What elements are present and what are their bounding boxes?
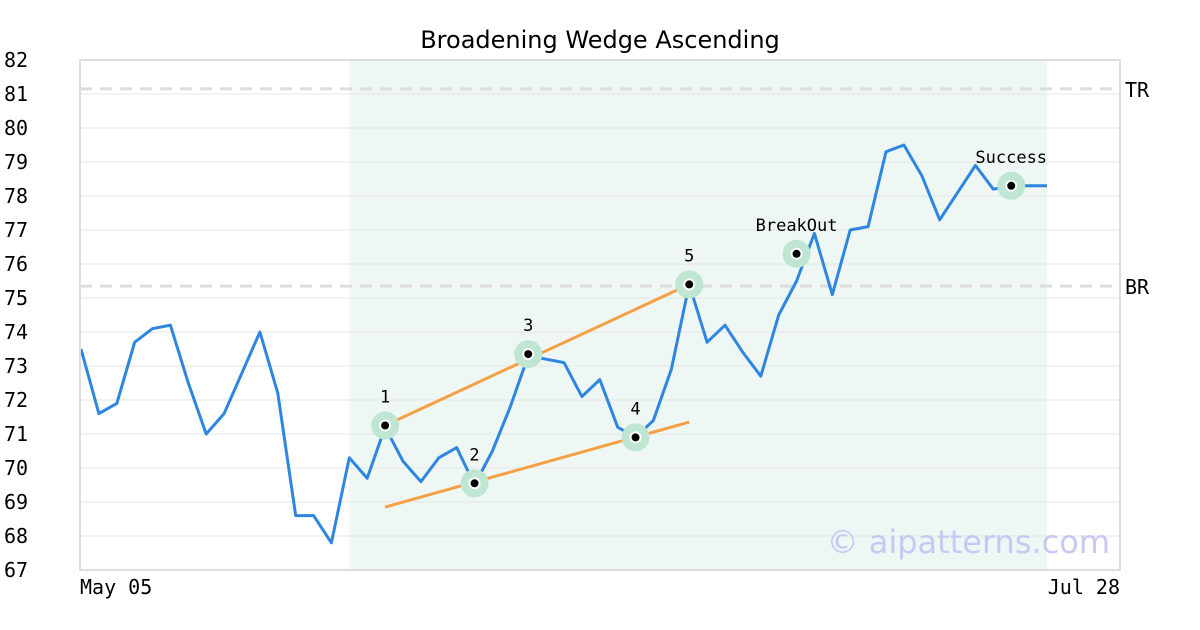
x-tick-label: May 05 (80, 575, 152, 599)
y-tick-label: 70 (4, 456, 28, 480)
plot-frame (79, 59, 1121, 571)
y-axis-ticks: 67 68 69 70 71 72 73 74 75 76 77 78 79 80 81 82 (4, 48, 28, 582)
y-tick-label: 73 (4, 354, 28, 378)
y-tick-label: 76 (4, 252, 28, 276)
y-tick-label: 81 (4, 82, 28, 106)
y-tick-label: 75 (4, 286, 28, 310)
point-dot (470, 479, 479, 488)
x-axis-ticks: May 05 Jul 28 (80, 575, 1120, 599)
point-dot (685, 280, 694, 289)
y-tick-label: 80 (4, 116, 28, 140)
y-tick-label: 77 (4, 218, 28, 242)
point-label: BreakOut (756, 216, 838, 236)
point-dot (381, 421, 390, 430)
reference-label-tr: TR (1125, 78, 1150, 102)
y-tick-label: 69 (4, 490, 28, 514)
pattern-points: 1 2 3 4 5 BreakOut Success (371, 148, 1047, 498)
y-tick-label: 67 (4, 558, 28, 582)
y-tick-label: 79 (4, 150, 28, 174)
point-label: 4 (630, 399, 640, 419)
point-label: Success (975, 148, 1047, 168)
y-tick-label: 82 (4, 48, 28, 72)
y-tick-label: 72 (4, 388, 28, 412)
chart-title: Broadening Wedge Ascending (420, 26, 780, 54)
point-label: 2 (469, 445, 479, 465)
x-tick-label: Jul 28 (1048, 575, 1120, 599)
y-tick-label: 68 (4, 524, 28, 548)
watermark: © aipatterns.com (827, 523, 1110, 561)
y-tick-label: 74 (4, 320, 28, 344)
point-label: 3 (523, 316, 533, 336)
y-tick-label: 71 (4, 422, 28, 446)
reference-label-br: BR (1125, 275, 1150, 299)
point-dot (524, 350, 533, 359)
reference-lines: TR BR (80, 78, 1150, 299)
point-dot (792, 249, 801, 258)
price-series-line (79, 143, 1047, 545)
point-label: 5 (684, 246, 694, 266)
point-label: 1 (380, 388, 390, 408)
point-dot (1007, 181, 1016, 190)
point-dot (631, 433, 640, 442)
y-tick-label: 78 (4, 184, 28, 208)
